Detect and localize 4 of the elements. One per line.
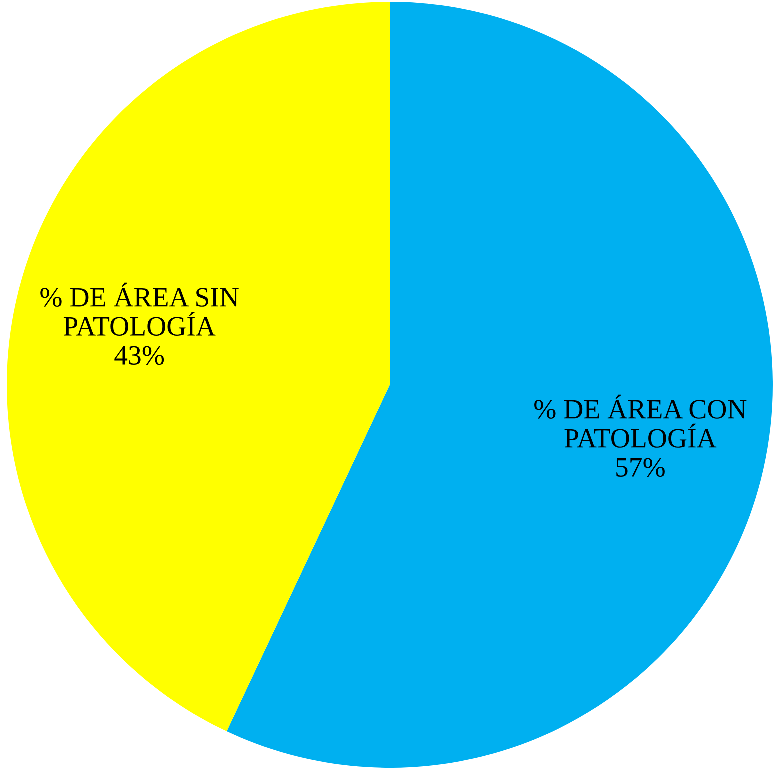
slice-label: % DE ÁREA SIN PATOLOGÍA: [40, 282, 239, 336]
slice-label: % DE ÁREA CON PATOLOGÍA: [534, 394, 747, 448]
data-label: 43%: [114, 346, 164, 366]
data-label: 57%: [616, 458, 665, 478]
